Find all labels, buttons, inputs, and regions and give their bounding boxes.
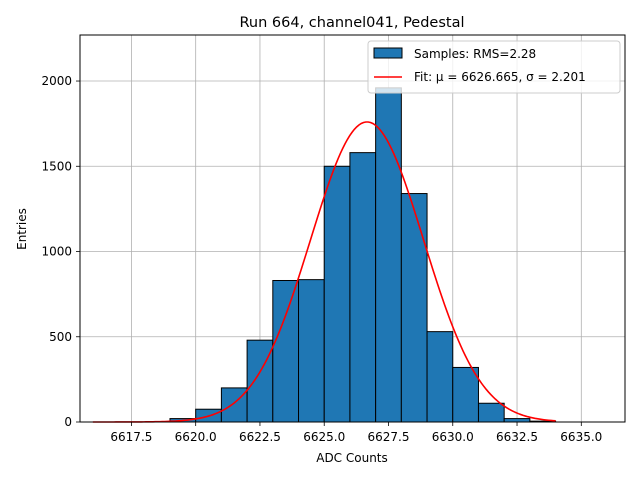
x-tick-label: 6620.0: [175, 430, 217, 444]
y-axis-label: Entries: [15, 208, 29, 250]
fit-curve: [92, 121, 556, 423]
histogram-bar: [400, 193, 428, 423]
x-tick-label: 6630.0: [432, 430, 474, 444]
histogram-bar: [323, 165, 351, 423]
histogram-bar: [349, 152, 377, 423]
histogram-bar: [298, 279, 325, 423]
chart-title: Run 664, channel041, Pedestal: [239, 15, 464, 31]
y-tick-label: 2000: [41, 74, 72, 88]
x-axis-ticks: 6617.5 6620.0 6622.5 6625.0 6627.5 6630.0 6632…: [110, 422, 602, 444]
y-tick-label: 500: [49, 330, 72, 344]
y-tick-label: 1000: [41, 245, 72, 259]
histogram-bar: [272, 279, 300, 423]
legend-histogram-swatch: [373, 47, 403, 59]
histogram-bar: [452, 366, 479, 423]
histogram-bar: [375, 87, 402, 423]
y-axis-ticks: 0 500 1000 1500 2000: [41, 74, 80, 429]
plot-frame: [79, 34, 626, 423]
x-axis-label: ADC Counts: [316, 451, 388, 465]
legend: Samples: RMS=2.28 Fit: μ = 6626.665, σ =…: [367, 40, 621, 94]
histogram-bar: [426, 331, 454, 423]
x-tick-label: 6632.5: [496, 430, 538, 444]
x-tick-label: 6617.5: [110, 430, 152, 444]
y-tick-label: 0: [64, 415, 72, 429]
legend-histogram-label: Samples: RMS=2.28: [414, 47, 536, 61]
y-tick-label: 1500: [41, 159, 72, 173]
x-tick-label: 6635.0: [560, 430, 602, 444]
histogram-bar: [503, 418, 531, 423]
histogram-bars: [169, 87, 557, 423]
legend-fit-label: Fit: μ = 6626.665, σ = 2.201: [414, 70, 586, 84]
x-tick-label: 6625.0: [303, 430, 345, 444]
x-tick-label: 6627.5: [367, 430, 409, 444]
histogram-bar: [220, 387, 248, 423]
legend-box: [367, 40, 621, 94]
histogram-bar: [477, 402, 505, 423]
x-tick-label: 6622.5: [239, 430, 281, 444]
histogram-bar: [246, 339, 274, 423]
